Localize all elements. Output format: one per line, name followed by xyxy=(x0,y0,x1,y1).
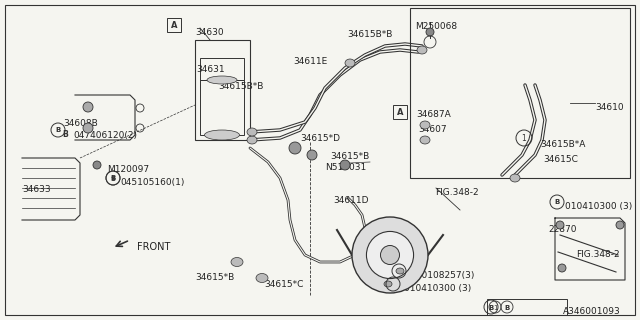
Bar xyxy=(393,105,407,119)
Ellipse shape xyxy=(420,121,430,129)
Circle shape xyxy=(340,160,350,170)
Bar xyxy=(200,58,244,80)
Bar xyxy=(410,8,630,178)
Text: 34615*B: 34615*B xyxy=(195,273,234,282)
Text: 1: 1 xyxy=(522,134,526,143)
Text: B: B xyxy=(504,305,509,310)
Ellipse shape xyxy=(417,46,427,54)
Text: 34615*C: 34615*C xyxy=(264,280,303,289)
Text: 22870: 22870 xyxy=(548,225,577,234)
Text: B: B xyxy=(110,175,116,181)
Circle shape xyxy=(289,142,301,154)
Text: B: B xyxy=(62,130,68,139)
Bar xyxy=(167,18,181,32)
Ellipse shape xyxy=(345,59,355,67)
Text: M250068: M250068 xyxy=(415,22,457,31)
Ellipse shape xyxy=(510,174,520,182)
Text: 34630: 34630 xyxy=(195,28,223,37)
Text: N510031: N510031 xyxy=(325,163,366,172)
Text: 34610: 34610 xyxy=(595,103,623,112)
Text: 34611E: 34611E xyxy=(293,57,327,66)
Bar xyxy=(195,40,250,140)
Text: 34615*B: 34615*B xyxy=(330,152,369,161)
Circle shape xyxy=(558,264,566,272)
Text: FIG.348-2: FIG.348-2 xyxy=(576,250,620,259)
Text: A: A xyxy=(171,21,177,30)
Ellipse shape xyxy=(205,130,239,140)
Text: 047406120(2): 047406120(2) xyxy=(73,131,137,140)
Text: B: B xyxy=(56,127,61,133)
Text: M120097: M120097 xyxy=(107,165,149,174)
Text: 34608B: 34608B xyxy=(63,119,98,128)
Text: 010410300 (3): 010410300 (3) xyxy=(404,284,471,293)
Bar xyxy=(487,299,567,315)
Text: A346001093: A346001093 xyxy=(563,307,621,316)
Text: 34633: 34633 xyxy=(22,185,51,194)
Text: 34615*D: 34615*D xyxy=(300,134,340,143)
Ellipse shape xyxy=(247,136,257,144)
Circle shape xyxy=(381,245,399,265)
Text: S: S xyxy=(111,176,115,182)
Ellipse shape xyxy=(396,268,404,274)
Text: 34607: 34607 xyxy=(418,125,447,134)
Text: B: B xyxy=(488,305,493,310)
Text: 1: 1 xyxy=(493,305,497,310)
Text: A: A xyxy=(397,108,403,117)
Ellipse shape xyxy=(420,136,430,144)
Circle shape xyxy=(83,102,93,112)
Circle shape xyxy=(367,231,413,278)
Ellipse shape xyxy=(247,128,257,136)
Text: 34687A: 34687A xyxy=(416,110,451,119)
Text: FIG.348-2: FIG.348-2 xyxy=(435,188,479,197)
Ellipse shape xyxy=(207,76,237,84)
Text: 34615C: 34615C xyxy=(543,155,578,164)
Bar xyxy=(200,80,244,135)
Ellipse shape xyxy=(256,274,268,283)
Text: B: B xyxy=(396,268,402,275)
Text: 045105160(1): 045105160(1) xyxy=(120,178,184,187)
Circle shape xyxy=(426,28,434,36)
Text: B: B xyxy=(554,199,559,205)
Text: 34615B*A: 34615B*A xyxy=(540,140,586,149)
Text: FRONT: FRONT xyxy=(137,242,170,252)
Ellipse shape xyxy=(384,281,392,287)
Text: 34615B*B: 34615B*B xyxy=(347,30,392,39)
Text: 34615B*B: 34615B*B xyxy=(218,82,264,91)
Circle shape xyxy=(307,150,317,160)
Circle shape xyxy=(556,221,564,229)
Circle shape xyxy=(83,123,93,133)
Text: B: B xyxy=(390,282,396,287)
Circle shape xyxy=(352,217,428,293)
Text: 010108257(3): 010108257(3) xyxy=(410,271,474,280)
Text: 010410300 (3): 010410300 (3) xyxy=(565,202,632,211)
Ellipse shape xyxy=(231,258,243,267)
Circle shape xyxy=(93,161,101,169)
Text: 34631: 34631 xyxy=(196,65,225,74)
Circle shape xyxy=(616,221,624,229)
Text: 34611D: 34611D xyxy=(333,196,369,205)
